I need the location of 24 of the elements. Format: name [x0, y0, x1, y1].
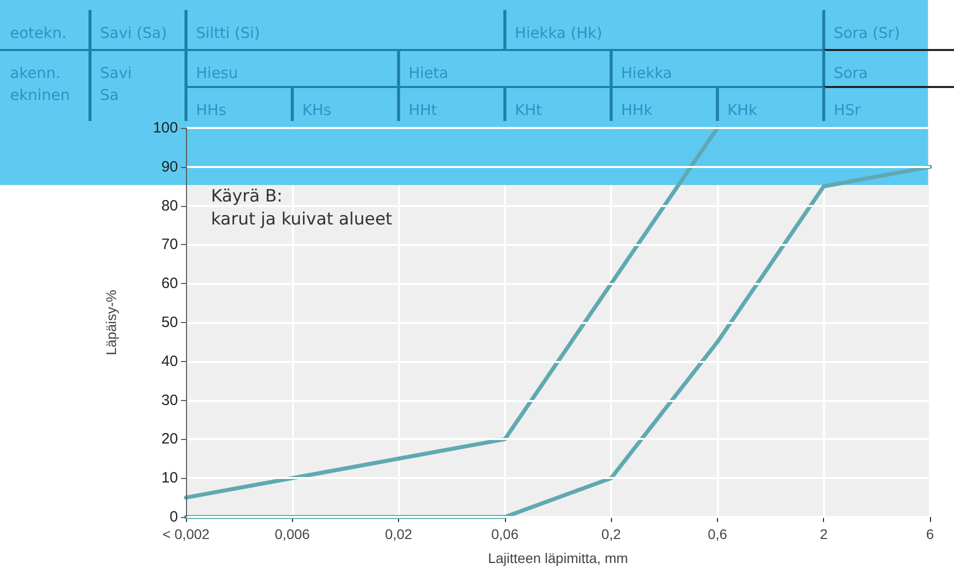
x-tick-label: 0,006	[274, 526, 310, 542]
x-tick-label: 6	[926, 526, 934, 542]
x-tick-label: < 0,002	[162, 526, 210, 542]
y-tick-label: 50	[161, 314, 178, 331]
y-tick-label: 20	[161, 430, 178, 448]
y-tick-label: 100	[152, 120, 178, 136]
x-axis-title: Lajitteen läpimitta, mm	[488, 550, 628, 566]
y-axis-title: Läpäisy-%	[103, 290, 119, 356]
y-tick-label: 10	[161, 470, 178, 487]
y-tick-label: 30	[161, 392, 178, 409]
x-tick-label: 0,02	[384, 526, 412, 542]
line-series	[184, 126, 720, 500]
x-tick-label: 0,6	[708, 526, 728, 542]
y-tick-label: 80	[161, 197, 178, 214]
y-tick-label: 60	[161, 275, 178, 292]
text: Käyrä B:	[211, 186, 283, 206]
text: karut ja kuivat alueet	[211, 210, 393, 230]
x-tick-label: 0,06	[491, 526, 519, 542]
y-tick-label: 90	[161, 158, 178, 176]
x-tick-label: 2	[820, 526, 828, 542]
y-tick-label: 0	[170, 508, 178, 526]
y-tick-label: 70	[161, 236, 178, 254]
x-tick-label: 0,2	[601, 526, 622, 542]
y-tick-label: 40	[161, 352, 178, 370]
